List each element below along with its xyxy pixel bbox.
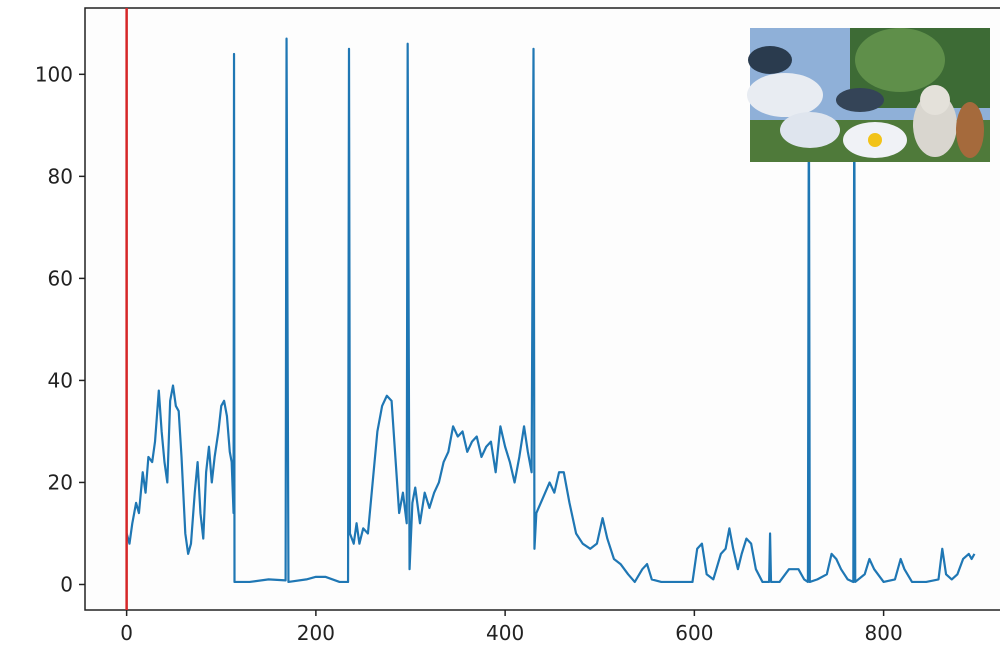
y-tick-label: 80 xyxy=(48,164,73,188)
x-tick-label: 800 xyxy=(865,621,903,645)
x-tick-label: 200 xyxy=(297,621,335,645)
y-tick-label: 20 xyxy=(48,470,73,494)
y-tick-label: 100 xyxy=(35,62,73,86)
inset-image xyxy=(747,28,990,162)
y-tick-label: 40 xyxy=(48,368,73,392)
y-tick-label: 60 xyxy=(48,266,73,290)
x-tick-label: 0 xyxy=(120,621,133,645)
x-tick-label: 600 xyxy=(675,621,713,645)
y-tick-label: 0 xyxy=(60,572,73,596)
x-tick-label: 400 xyxy=(486,621,524,645)
